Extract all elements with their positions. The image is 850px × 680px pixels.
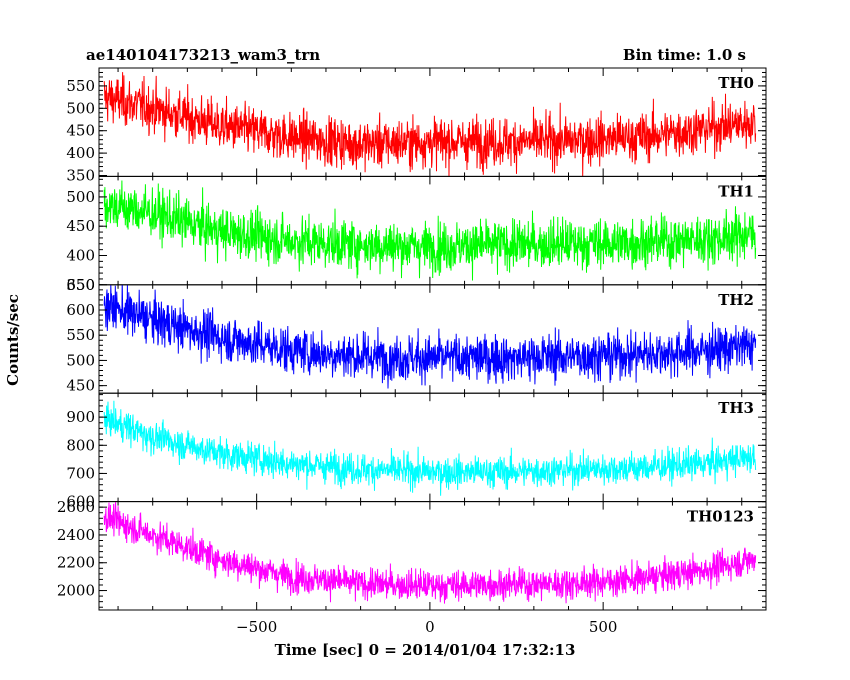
y-tick-label: 400 [66, 144, 95, 162]
series-th1 [103, 180, 757, 281]
y-tick-label: 600 [66, 493, 95, 511]
y-tick-label: 550 [66, 326, 95, 344]
y-axis-label: Counts/sec [4, 294, 22, 386]
y-tick-label: 2400 [57, 526, 95, 544]
panel-th0: 350 400 450 500 550 TH0 [66, 67, 767, 185]
panel-th1: 350 400 450 500 TH1 [66, 175, 767, 294]
panel-label: TH2 [718, 291, 754, 309]
y-tick-label: 2600 [57, 498, 95, 516]
x-tick-label: 500 [589, 618, 618, 636]
panel-label: TH0 [718, 74, 754, 92]
panels-group: 350 400 450 500 550 TH0 350 400 450 500 TH1 450 500 5… [57, 67, 767, 611]
series-th2 [103, 284, 757, 389]
y-tick-label: 700 [66, 464, 95, 482]
panel-th2: 450 500 550 600 650 TH2 [66, 276, 767, 395]
series-th0123 [103, 501, 757, 604]
y-tick-label: 400 [66, 247, 95, 265]
y-tick-label: 450 [66, 217, 95, 235]
y-tick-label: 900 [66, 408, 95, 426]
y-tick-label: 800 [66, 436, 95, 454]
y-tick-label: 500 [66, 351, 95, 369]
y-tick-label: 2000 [57, 582, 95, 600]
x-axis-label: Time [sec] 0 = 2014/01/04 17:32:13 [275, 641, 576, 659]
y-tick-label: 550 [66, 77, 95, 95]
y-tick-label: 650 [66, 276, 95, 294]
chart-title: ae140104173213_wam3_trn [86, 46, 320, 64]
panel-th3: 600 700 800 900 TH3 [66, 392, 767, 511]
bin-time-label: Bin time: 1.0 s [623, 46, 746, 64]
y-tick-label: 500 [66, 99, 95, 117]
y-tick-label: 2200 [57, 554, 95, 572]
y-tick-label: 450 [66, 122, 95, 140]
panel-frame [98, 501, 767, 611]
series-th3 [103, 400, 757, 496]
y-tick-label: 350 [66, 167, 95, 185]
x-tick-label: 0 [425, 618, 435, 636]
panel-th0123: 2000 2200 2400 2600 TH0123 [57, 498, 767, 611]
x-tick-label: −500 [236, 618, 277, 636]
panel-label: TH0123 [687, 508, 754, 526]
panel-label: TH3 [718, 399, 754, 417]
series-th0 [103, 72, 757, 177]
panel-label: TH1 [718, 182, 754, 200]
y-tick-label: 500 [66, 188, 95, 206]
x-axis: −500 0 500 [236, 618, 617, 636]
y-tick-label: 450 [66, 377, 95, 395]
y-tick-label: 350 [66, 276, 95, 294]
y-tick-label: 600 [66, 301, 95, 319]
